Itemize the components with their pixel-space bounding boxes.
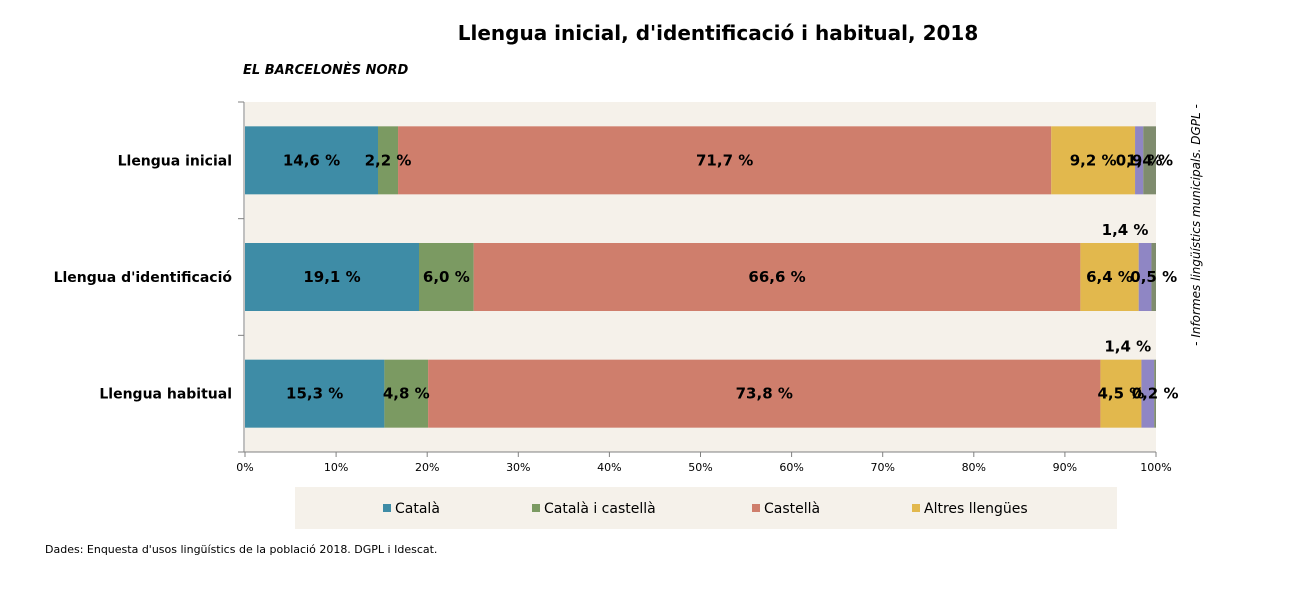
- bar-segment: [1080, 243, 1139, 311]
- x-tick-label: 90%: [1053, 461, 1077, 474]
- bar-segment: [398, 126, 1052, 195]
- data-label: 2,2 %: [365, 151, 412, 169]
- bar-segment: [1138, 243, 1152, 311]
- data-label: 73,8 %: [736, 385, 793, 403]
- x-tick-label: 0%: [236, 461, 253, 474]
- bar-segment: [1135, 126, 1144, 195]
- data-label: 1,4 %: [1104, 338, 1151, 356]
- gridlines: [238, 101, 244, 453]
- legend-box: [295, 487, 1117, 529]
- data-label: 0,9 %: [1116, 151, 1163, 169]
- category-label: Llengua habitual: [99, 387, 232, 403]
- bar-segment: [473, 243, 1081, 311]
- bar-segment: [378, 126, 399, 195]
- data-label: 6,4 %: [1086, 268, 1133, 286]
- bar-segment: [384, 359, 429, 428]
- data-label: 66,6 %: [748, 268, 805, 286]
- data-label: 1,4 %: [1102, 221, 1149, 239]
- bar-segment: [1051, 126, 1136, 195]
- category-label: Llengua inicial: [118, 153, 232, 169]
- bar-segment: [1143, 126, 1156, 195]
- side-note: - Informes lingüístics municipals. DGPL …: [1189, 104, 1203, 346]
- x-tick-label: 70%: [870, 461, 894, 474]
- legend-label: Altres llengües: [924, 501, 1028, 517]
- bar-segment: [1141, 359, 1155, 428]
- legend: Català Català i castellà Castellà Altres ll…: [383, 501, 1028, 517]
- x-tick-label: 50%: [688, 461, 712, 474]
- x-tick-label: 80%: [962, 461, 986, 474]
- x-axis-ticks: 0% 10% 20% 30% 40% 50% 60% 70% 80% 90% 100%: [236, 452, 1172, 474]
- legend-label: Castellà: [764, 501, 820, 517]
- x-tick-label: 100%: [1140, 461, 1171, 474]
- category-label: Llengua d'identificació: [54, 270, 233, 286]
- data-label: 4,8 %: [383, 385, 430, 403]
- data-label: 0,5 %: [1130, 268, 1177, 286]
- chart-title: Llengua inicial, d'identificació i habit…: [458, 21, 979, 45]
- data-label: 4,5 %: [1098, 385, 1145, 403]
- bar-segment: [245, 243, 420, 311]
- data-label: 1,4 %: [1126, 151, 1173, 169]
- legend-swatch: [383, 504, 391, 512]
- legend-swatch: [532, 504, 540, 512]
- data-label: 14,6 %: [283, 151, 340, 169]
- bars-group: 14,6 % 2,2 % 71,7 % 9,2 % 0,9 %1,4 %19,1 % 6,…: [245, 126, 1179, 428]
- source-note: Dades: Enquesta d'usos lingüístics de la…: [45, 543, 437, 556]
- x-tick-label: 40%: [597, 461, 621, 474]
- data-label: 6,0 %: [423, 268, 470, 286]
- chart-subtitle: EL BARCELONÈS NORD: [243, 62, 409, 78]
- bar-segment: [1100, 359, 1142, 428]
- bar-segment: [1154, 359, 1156, 428]
- legend-label: Català: [395, 501, 440, 517]
- bar-segment: [245, 359, 385, 428]
- x-tick-label: 30%: [506, 461, 530, 474]
- data-label: 71,7 %: [696, 151, 753, 169]
- data-label: 15,3 %: [286, 385, 343, 403]
- bar-segment: [1151, 243, 1156, 311]
- legend-label: Català i castellà: [544, 501, 656, 517]
- x-tick-label: 10%: [324, 461, 348, 474]
- category-labels: Llengua inicial Llengua d'identificació Ll…: [54, 153, 233, 402]
- x-tick-label: 20%: [415, 461, 439, 474]
- bar-segment: [245, 126, 379, 195]
- x-tick-label: 60%: [779, 461, 803, 474]
- data-label: 9,2 %: [1070, 151, 1117, 169]
- data-label: 0,2 %: [1132, 385, 1179, 403]
- data-label: 19,1 %: [303, 268, 360, 286]
- bar-segment: [428, 359, 1101, 428]
- legend-swatch: [912, 504, 920, 512]
- legend-swatch: [752, 504, 760, 512]
- bar-segment: [419, 243, 474, 311]
